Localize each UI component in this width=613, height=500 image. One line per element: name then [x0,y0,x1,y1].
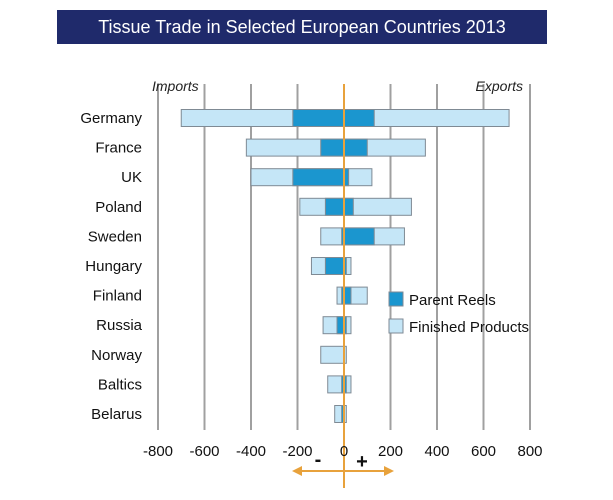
category-label: Germany [80,110,142,127]
bars [180,109,510,423]
parent-reels-export-bar [343,286,352,305]
plus-sign: + [356,451,368,473]
category-label: Russia [96,317,143,334]
finished-products-export-bar [343,197,412,216]
x-tick-label: -600 [189,443,219,460]
parent-reels-export-bar [343,197,354,216]
x-tick-label: 0 [340,443,348,460]
legend-swatch [388,318,404,334]
category-labels: Germany France UK Poland Sweden Hungary Finlan… [80,110,142,423]
x-tick-label: 200 [378,443,403,460]
x-tick-labels: -800 -600 -400 -200 0 200 400 600 800 [143,443,543,460]
category-label: Belarus [91,406,142,423]
chart-title: Tissue Trade in Selected European Countr… [98,16,506,37]
legend-swatch [388,291,404,307]
category-label: Hungary [85,258,142,275]
arrow-head-left [292,466,302,476]
legend-label: Parent Reels [409,292,496,309]
parent-reels-import-bar [292,168,345,187]
category-label: Sweden [88,228,142,245]
x-tick-label: -200 [282,443,312,460]
minus-sign: - [315,449,322,471]
parent-reels-export-bar [343,138,368,157]
x-tick-label: 600 [471,443,496,460]
chart-title-bar: Tissue Trade in Selected European Countr… [57,10,547,44]
category-label: Poland [95,199,142,216]
category-label: Baltics [98,376,142,393]
category-label: Norway [91,347,142,364]
parent-reels-export-bar [343,109,375,127]
finished-products-import-bar [320,345,345,364]
parent-reels-import-bar [324,257,345,275]
legend-label: Finished Products [409,319,529,336]
category-label: UK [121,169,142,186]
direction-arrow: - + [292,449,394,476]
category-label: Finland [93,288,142,305]
x-tick-label: -800 [143,443,173,460]
parent-reels-import-bar [324,197,345,216]
parent-reels-import-bar [336,316,345,335]
arrow-head-right [384,466,394,476]
x-tick-label: 800 [517,443,542,460]
legend: Parent Reels Finished Products [388,291,529,336]
category-label: France [95,140,142,157]
finished-products-import-bar [320,227,345,246]
x-tick-label: 400 [424,443,449,460]
imports-label: Imports [152,78,199,94]
parent-reels-import-bar [292,109,345,127]
x-tick-label: -400 [236,443,266,460]
parent-reels-import-bar [320,138,345,157]
exports-label: Exports [476,78,523,94]
parent-reels-export-bar [343,227,375,246]
